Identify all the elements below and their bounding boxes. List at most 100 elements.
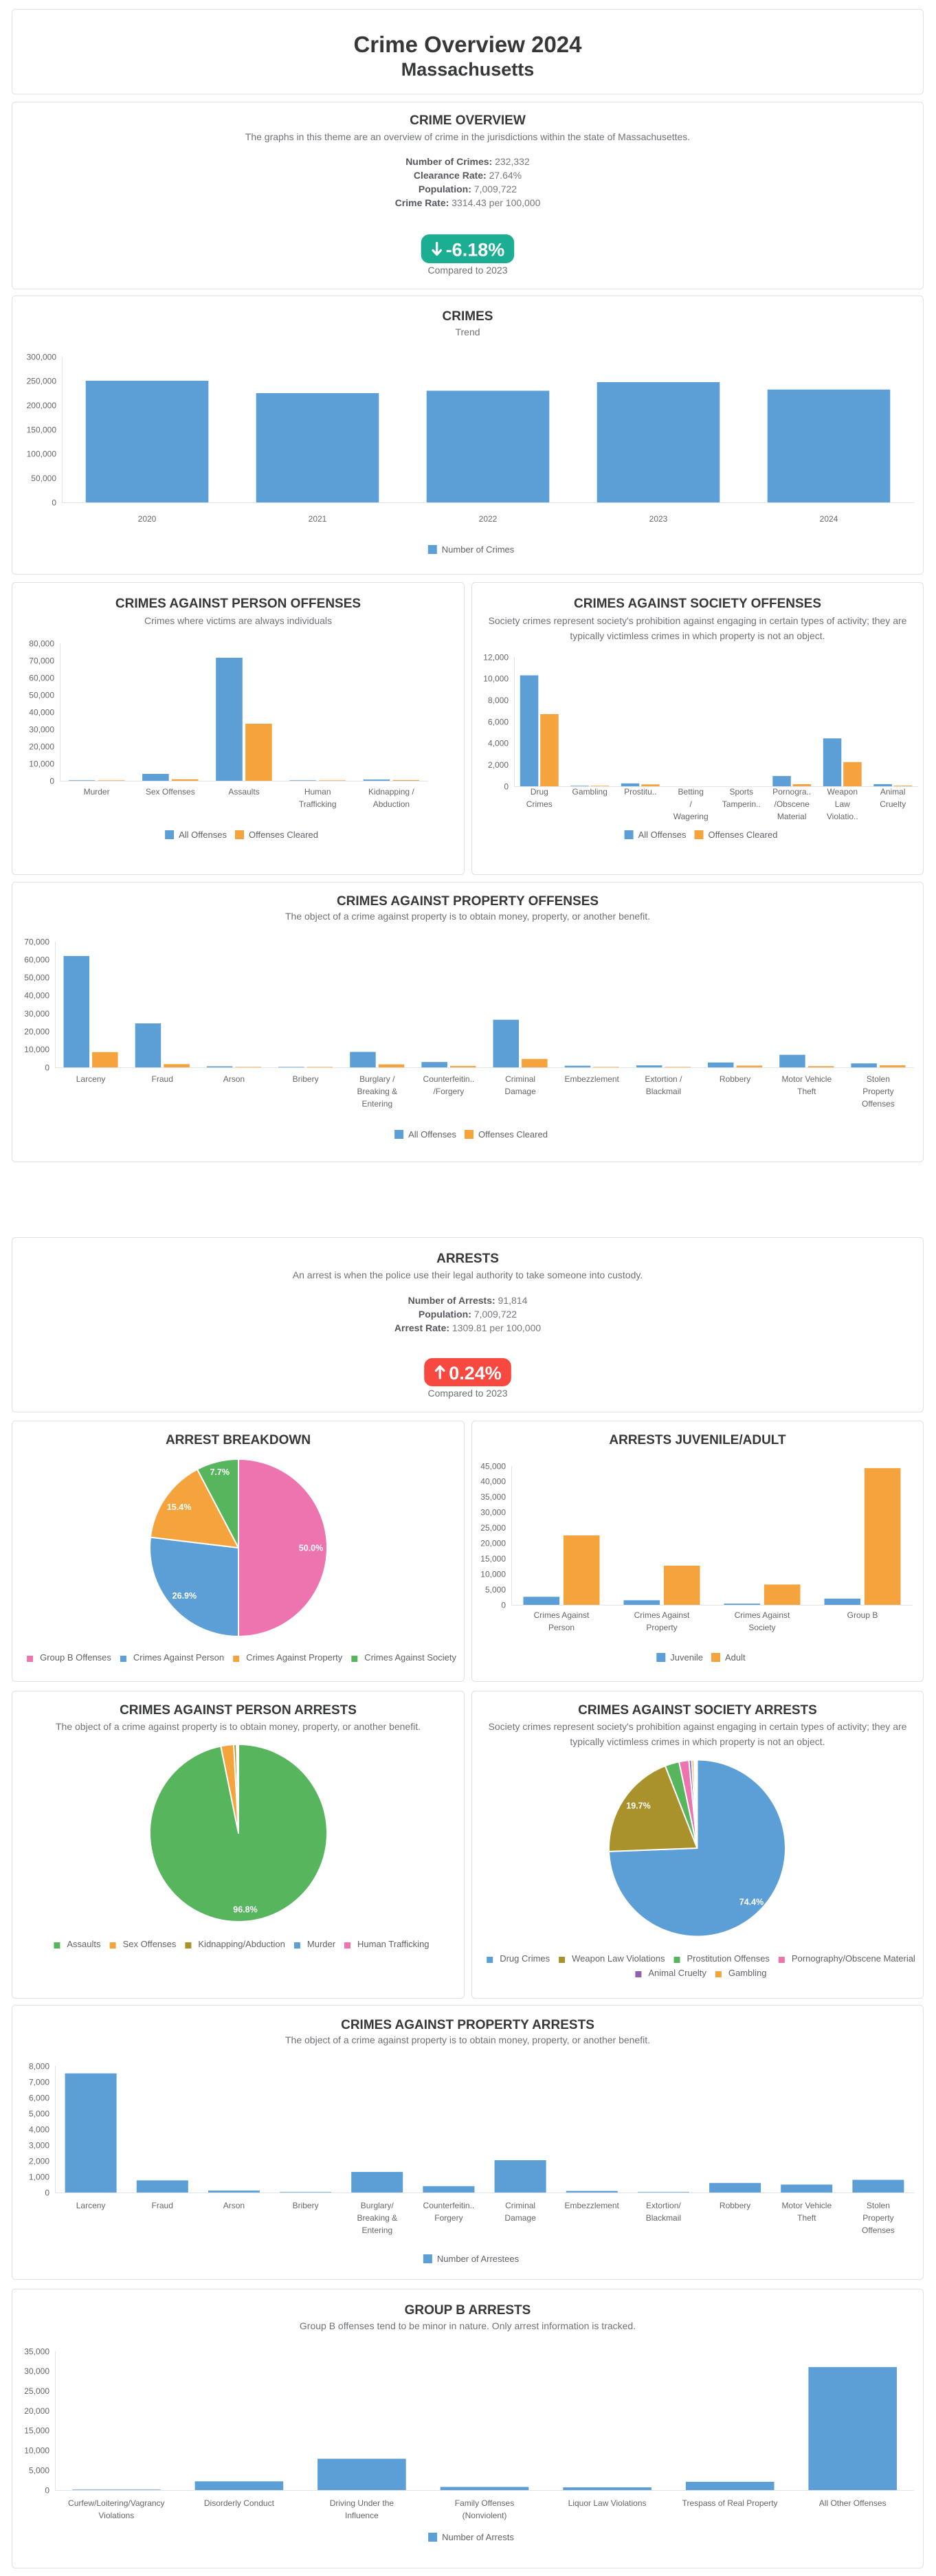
svg-text:0: 0 [501, 1600, 506, 1610]
svg-text:96.8%: 96.8% [233, 1905, 257, 1915]
svg-text:Kidnapping/Abduction: Kidnapping/Abduction [198, 1939, 285, 1949]
svg-text:8,000: 8,000 [29, 2061, 49, 2071]
svg-text:60,000: 60,000 [29, 673, 54, 682]
svg-text:Population: 7,009,722: Population: 7,009,722 [419, 184, 517, 195]
svg-text:Driving Under the: Driving Under the [330, 2498, 394, 2508]
svg-text:Number of Arrests: 91,814: Number of Arrests: 91,814 [408, 1295, 528, 1306]
svg-text:An arrest is when the police u: An arrest is when the police use their l… [293, 1269, 643, 1280]
svg-text:ARRESTS: ARRESTS [436, 1252, 499, 1266]
svg-text:Sex Offenses: Sex Offenses [146, 787, 195, 797]
svg-text:0: 0 [504, 781, 509, 791]
svg-text:Bribery: Bribery [293, 1074, 319, 1084]
svg-text:Betting: Betting [678, 787, 704, 797]
svg-text:/: / [690, 799, 693, 809]
svg-text:(Nonviolent): (Nonviolent) [463, 2511, 507, 2520]
svg-text:Human: Human [304, 787, 331, 797]
svg-text:6,000: 6,000 [488, 717, 509, 726]
svg-text:Fraud: Fraud [152, 1074, 173, 1084]
svg-text:CRIMES AGAINST PERSON ARRESTS: CRIMES AGAINST PERSON ARRESTS [120, 1703, 357, 1718]
svg-text:Burglary /: Burglary / [359, 1074, 395, 1084]
svg-text:10,000: 10,000 [24, 1045, 49, 1054]
svg-text:Population: 7,009,722: Population: 7,009,722 [419, 1309, 517, 1320]
svg-text:Compared to 2023: Compared to 2023 [428, 265, 508, 276]
svg-text:Murder: Murder [307, 1939, 336, 1949]
svg-text:Property: Property [862, 2213, 893, 2223]
svg-text:GROUP B ARRESTS: GROUP B ARRESTS [405, 2303, 531, 2318]
svg-text:Family Offenses: Family Offenses [455, 2498, 514, 2508]
svg-text:Trend: Trend [455, 326, 480, 337]
svg-text:Arrest Rate: 1309.81 per 100,0: Arrest Rate: 1309.81 per 100,000 [394, 1322, 541, 1333]
svg-text:Number of Arrests: Number of Arrests [442, 2532, 514, 2542]
svg-text:Trespass of Real Property: Trespass of Real Property [682, 2498, 778, 2508]
svg-text:CRIMES AGAINST PERSON OFFENSES: CRIMES AGAINST PERSON OFFENSES [115, 597, 361, 611]
svg-text:40,000: 40,000 [24, 991, 49, 1001]
svg-text:Theft: Theft [797, 1087, 816, 1096]
svg-text:Tamperin..: Tamperin.. [722, 799, 761, 809]
svg-text:Disorderly Conduct: Disorderly Conduct [204, 2498, 275, 2508]
svg-text:Burglary/: Burglary/ [361, 2201, 394, 2210]
svg-text:Kidnapping /: Kidnapping / [368, 787, 414, 797]
svg-text:8,000: 8,000 [488, 696, 509, 705]
svg-text:30,000: 30,000 [29, 724, 54, 734]
svg-text:2020: 2020 [138, 514, 157, 524]
svg-text:4,000: 4,000 [488, 739, 509, 748]
svg-text:Damage: Damage [504, 2213, 536, 2223]
svg-text:Embezzlement: Embezzlement [565, 2201, 620, 2210]
svg-text:20,000: 20,000 [480, 1539, 506, 1548]
svg-text:0: 0 [45, 2188, 49, 2197]
svg-text:100,000: 100,000 [27, 449, 57, 459]
svg-text:Society crimes represent socie: Society crimes represent society's prohi… [489, 615, 907, 626]
svg-text:Human Trafficking: Human Trafficking [357, 1939, 430, 1949]
svg-text:Weapon Law Violations: Weapon Law Violations [572, 1953, 665, 1964]
svg-text:Crimes Against: Crimes Against [735, 1610, 790, 1620]
svg-text:2023: 2023 [649, 514, 668, 524]
svg-text:7,000: 7,000 [29, 2077, 49, 2087]
svg-text:Law: Law [835, 799, 850, 809]
svg-text:Entering: Entering [361, 2225, 392, 2235]
svg-text:20,000: 20,000 [29, 742, 54, 751]
svg-text:Entering: Entering [361, 1099, 392, 1109]
svg-text:50,000: 50,000 [31, 474, 56, 483]
svg-text:1,000: 1,000 [29, 2172, 49, 2181]
svg-text:Society crimes represent socie: Society crimes represent society's prohi… [489, 1721, 907, 1732]
svg-text:2022: 2022 [479, 514, 498, 524]
svg-text:Violatio..: Violatio.. [827, 812, 858, 821]
svg-text:Crimes Against Person: Crimes Against Person [133, 1652, 224, 1663]
svg-text:-6.18%: -6.18% [446, 240, 505, 260]
svg-text:Drug: Drug [531, 787, 548, 797]
svg-text:Murder: Murder [84, 787, 110, 797]
svg-text:Extortion/: Extortion/ [646, 2201, 681, 2210]
svg-text:40,000: 40,000 [480, 1477, 506, 1487]
svg-text:Damage: Damage [504, 1087, 536, 1096]
svg-text:/Forgery: /Forgery [434, 1087, 465, 1096]
svg-text:CRIMES AGAINST SOCIETY ARRESTS: CRIMES AGAINST SOCIETY ARRESTS [578, 1703, 817, 1718]
svg-text:2021: 2021 [309, 514, 327, 524]
svg-text:Adult: Adult [725, 1652, 746, 1663]
svg-text:Motor Vehicle: Motor Vehicle [781, 1074, 832, 1084]
svg-text:2024: 2024 [820, 514, 838, 524]
svg-text:0: 0 [45, 1063, 49, 1072]
svg-text:Counterfeitin..: Counterfeitin.. [423, 1074, 475, 1084]
svg-text:Weapon: Weapon [827, 787, 858, 797]
svg-text:CRIMES AGAINST PROPERTY ARREST: CRIMES AGAINST PROPERTY ARRESTS [341, 2018, 594, 2032]
svg-text:Criminal: Criminal [505, 2201, 535, 2210]
svg-text:6,000: 6,000 [29, 2093, 49, 2102]
svg-text:25,000: 25,000 [480, 1523, 506, 1533]
svg-text:Abduction: Abduction [373, 799, 410, 809]
svg-text:50,000: 50,000 [29, 690, 54, 700]
svg-text:Clearance Rate: 27.64%: Clearance Rate: 27.64% [414, 170, 522, 181]
svg-text:Arson: Arson [223, 1074, 245, 1084]
svg-text:typically victimless crimes in: typically victimless crimes in which pro… [570, 630, 825, 641]
svg-text:Trafficking: Trafficking [299, 799, 337, 809]
svg-text:Group B Offenses: Group B Offenses [40, 1652, 111, 1663]
svg-text:Curfew/Loitering/Vagrancy: Curfew/Loitering/Vagrancy [68, 2498, 165, 2508]
svg-text:Person: Person [548, 1623, 575, 1632]
svg-text:15,000: 15,000 [480, 1554, 506, 1564]
svg-text:35,000: 35,000 [480, 1492, 506, 1502]
svg-text:Fraud: Fraud [152, 2201, 173, 2210]
svg-text:Crimes Against: Crimes Against [634, 1610, 690, 1620]
svg-text:Blackmail: Blackmail [646, 1087, 681, 1096]
svg-text:Property: Property [862, 1087, 893, 1096]
svg-text:15,000: 15,000 [24, 2426, 49, 2436]
svg-text:ARRESTS JUVENILE/ADULT: ARRESTS JUVENILE/ADULT [609, 1433, 786, 1447]
